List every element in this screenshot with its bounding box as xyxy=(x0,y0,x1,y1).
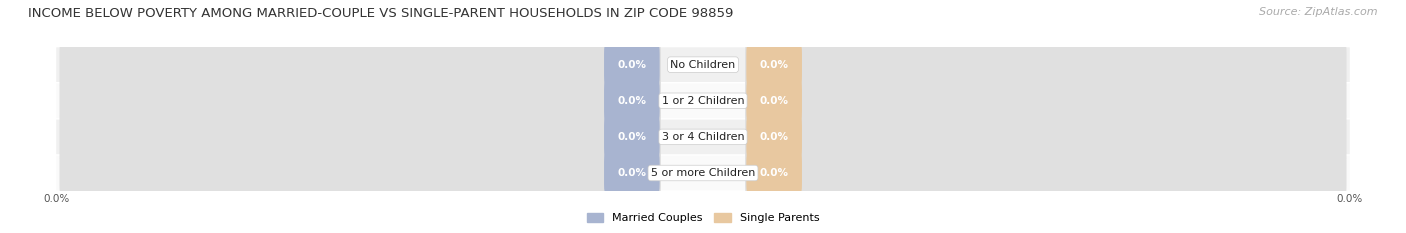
Text: INCOME BELOW POVERTY AMONG MARRIED-COUPLE VS SINGLE-PARENT HOUSEHOLDS IN ZIP COD: INCOME BELOW POVERTY AMONG MARRIED-COUPL… xyxy=(28,7,734,20)
FancyBboxPatch shape xyxy=(745,144,1347,202)
FancyBboxPatch shape xyxy=(605,79,659,123)
Text: Source: ZipAtlas.com: Source: ZipAtlas.com xyxy=(1260,7,1378,17)
FancyBboxPatch shape xyxy=(56,47,1350,82)
FancyBboxPatch shape xyxy=(745,72,1347,130)
Text: 0.0%: 0.0% xyxy=(759,132,789,142)
Text: 5 or more Children: 5 or more Children xyxy=(651,168,755,178)
Text: 0.0%: 0.0% xyxy=(617,168,647,178)
FancyBboxPatch shape xyxy=(59,108,661,166)
Text: 0.0%: 0.0% xyxy=(617,132,647,142)
FancyBboxPatch shape xyxy=(56,156,1350,190)
Text: 1 or 2 Children: 1 or 2 Children xyxy=(662,96,744,106)
FancyBboxPatch shape xyxy=(747,151,801,195)
Text: 3 or 4 Children: 3 or 4 Children xyxy=(662,132,744,142)
FancyBboxPatch shape xyxy=(59,36,661,93)
FancyBboxPatch shape xyxy=(747,79,801,123)
Text: 0.0%: 0.0% xyxy=(759,60,789,70)
FancyBboxPatch shape xyxy=(747,43,801,86)
FancyBboxPatch shape xyxy=(605,151,659,195)
FancyBboxPatch shape xyxy=(56,120,1350,154)
Text: 0.0%: 0.0% xyxy=(617,96,647,106)
Text: No Children: No Children xyxy=(671,60,735,70)
FancyBboxPatch shape xyxy=(59,72,661,130)
FancyBboxPatch shape xyxy=(605,43,659,86)
FancyBboxPatch shape xyxy=(56,83,1350,118)
FancyBboxPatch shape xyxy=(745,108,1347,166)
Text: 0.0%: 0.0% xyxy=(617,60,647,70)
FancyBboxPatch shape xyxy=(745,36,1347,93)
FancyBboxPatch shape xyxy=(605,115,659,158)
FancyBboxPatch shape xyxy=(747,115,801,158)
Text: 0.0%: 0.0% xyxy=(759,168,789,178)
Legend: Married Couples, Single Parents: Married Couples, Single Parents xyxy=(582,208,824,227)
Text: 0.0%: 0.0% xyxy=(759,96,789,106)
FancyBboxPatch shape xyxy=(59,144,661,202)
